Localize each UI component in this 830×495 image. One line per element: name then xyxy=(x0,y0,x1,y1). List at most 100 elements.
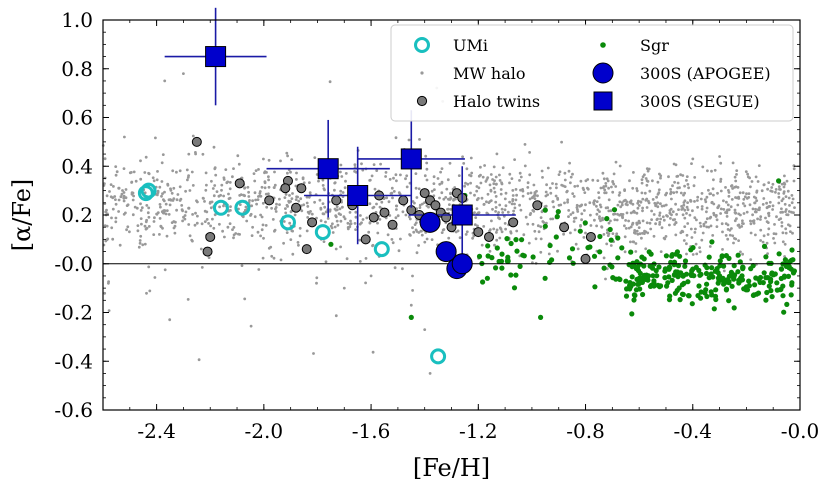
mw-halo-point xyxy=(749,185,752,189)
sgr-point xyxy=(753,275,759,281)
sgr-point xyxy=(669,253,675,259)
mw-halo-point xyxy=(523,143,527,146)
mw-halo-point xyxy=(473,193,476,197)
umi-point xyxy=(430,348,447,365)
mw-halo-point xyxy=(442,197,446,201)
mw-halo-point xyxy=(691,157,695,161)
mw-halo-point xyxy=(341,191,345,194)
sgr-point xyxy=(638,278,644,285)
mw-halo-point xyxy=(672,191,676,195)
mw-halo-point xyxy=(683,184,686,188)
mw-halo-point xyxy=(491,207,494,211)
mw-halo-point xyxy=(756,180,760,183)
mw-halo-point xyxy=(640,191,644,195)
mw-halo-point xyxy=(598,210,601,214)
mw-halo-point xyxy=(506,210,510,214)
mw-halo-point xyxy=(415,196,419,199)
sgr-point xyxy=(685,279,691,285)
mw-halo-point xyxy=(182,72,185,75)
sgr-point xyxy=(703,270,710,277)
mw-halo-point xyxy=(404,177,407,181)
mw-halo-point xyxy=(163,209,167,213)
x-tick-label: -0.4 xyxy=(673,419,712,443)
mw-halo-point xyxy=(290,197,294,201)
mw-halo-point xyxy=(330,226,334,230)
sgr-point xyxy=(476,253,483,259)
mw-halo-point xyxy=(618,200,622,204)
mw-halo-point xyxy=(719,189,723,193)
mw-halo-point xyxy=(194,211,197,215)
mw-halo-point xyxy=(700,192,704,195)
halo-twin-point xyxy=(559,222,570,233)
mw-halo-point xyxy=(536,224,540,228)
mw-halo-point xyxy=(414,172,418,176)
mw-halo-point xyxy=(485,200,488,204)
sgr-point xyxy=(760,280,766,286)
sgr-point xyxy=(656,264,662,270)
mw-halo-point xyxy=(617,193,621,197)
mw-halo-point xyxy=(558,170,562,174)
mw-halo-point xyxy=(790,194,794,197)
mw-halo-point xyxy=(488,228,492,232)
mw-halo-point xyxy=(787,210,791,213)
mw-halo-point xyxy=(656,201,660,205)
mw-halo-point xyxy=(768,205,771,208)
mw-halo-point xyxy=(344,172,348,175)
mw-halo-point xyxy=(669,192,672,196)
mw-halo-point xyxy=(540,210,544,214)
mw-halo-point xyxy=(783,242,787,246)
mw-halo-point xyxy=(130,181,134,184)
mw-halo-point xyxy=(338,207,342,211)
mw-halo-point xyxy=(227,192,230,196)
mw-halo-point xyxy=(224,168,228,172)
mw-halo-point xyxy=(651,179,654,183)
mw-halo-point xyxy=(685,242,688,246)
mw-halo-point xyxy=(162,199,166,203)
sgr-point xyxy=(617,276,623,283)
mw-halo-point xyxy=(394,136,398,140)
mw-halo-point xyxy=(449,191,452,195)
sgr-point xyxy=(774,280,780,286)
sgr-point xyxy=(484,275,490,281)
mw-halo-point xyxy=(650,218,653,222)
mw-halo-point xyxy=(183,214,187,217)
mw-halo-point xyxy=(736,224,740,227)
sgr-point xyxy=(721,279,727,285)
mw-halo-point xyxy=(596,179,600,183)
mw-halo-point xyxy=(580,218,583,222)
mw-halo-point xyxy=(127,230,131,234)
mw-halo-point xyxy=(601,186,605,190)
mw-halo-point xyxy=(659,250,663,254)
sgr-point xyxy=(657,284,663,290)
mw-halo-point xyxy=(730,198,734,201)
mw-halo-point xyxy=(718,155,721,158)
mw-halo-point xyxy=(727,191,731,194)
mw-halo-point xyxy=(766,187,769,191)
mw-halo-point xyxy=(461,155,464,159)
sgr-point xyxy=(704,281,710,287)
mw-halo-point xyxy=(746,172,749,176)
mw-halo-point xyxy=(620,203,624,207)
mw-halo-point xyxy=(526,181,530,185)
mw-halo-point xyxy=(767,181,771,185)
mw-halo-point xyxy=(184,189,188,193)
sgr-point xyxy=(752,282,758,288)
mw-halo-point xyxy=(499,227,503,231)
mw-halo-point xyxy=(343,186,347,190)
mw-halo-point xyxy=(609,209,613,213)
mw-halo-point xyxy=(284,211,288,215)
mw-halo-point xyxy=(693,176,697,179)
mw-halo-point xyxy=(765,241,769,245)
legend-marker-halo-twins xyxy=(416,95,428,107)
mw-halo-point xyxy=(755,199,759,203)
mw-halo-point xyxy=(167,198,171,202)
mw-halo-point xyxy=(704,200,708,204)
mw-halo-point xyxy=(137,245,141,249)
mw-halo-point xyxy=(477,174,481,178)
mw-halo-point xyxy=(641,206,644,210)
segue-point xyxy=(205,46,227,68)
legend-marker-300s-segue xyxy=(593,91,613,111)
mw-halo-point xyxy=(215,190,219,194)
sgr-point xyxy=(499,251,505,257)
mw-halo-point xyxy=(114,173,118,177)
